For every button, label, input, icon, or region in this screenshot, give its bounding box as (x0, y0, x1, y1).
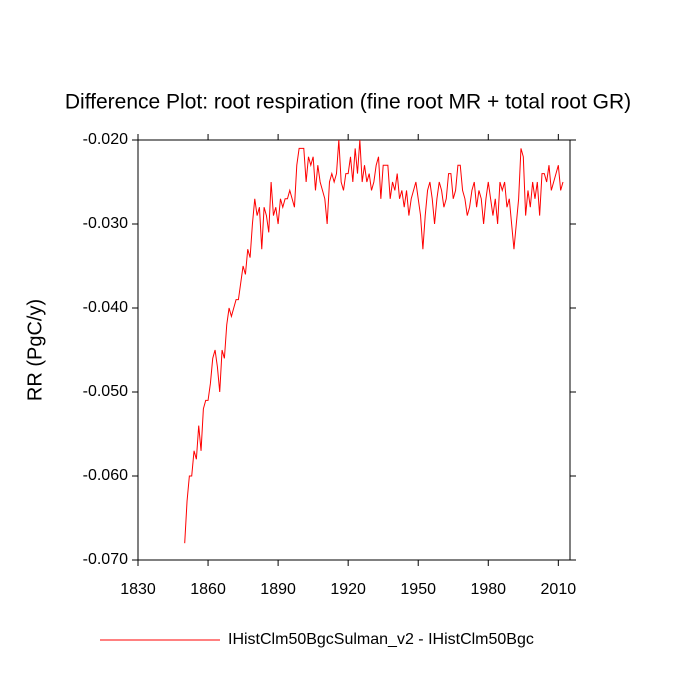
y-tick-label: -0.040 (83, 299, 128, 316)
legend-label: IHistClm50BgcSulman_v2 - IHistClm50Bgc (228, 631, 534, 648)
x-tick-label: 2010 (541, 581, 577, 598)
chart-title: Difference Plot: root respiration (fine … (65, 91, 631, 114)
y-tick-label: -0.030 (83, 215, 128, 232)
plot-frame (137, 139, 571, 561)
data-line (184, 139, 564, 544)
y-tick-label: -0.060 (83, 467, 128, 484)
x-tick-label: 1980 (470, 581, 506, 598)
x-tick-label: 1890 (260, 581, 296, 598)
x-tick-label: 1920 (330, 581, 366, 598)
x-tick-label: 1830 (120, 581, 156, 598)
x-tick-label: 1950 (400, 581, 436, 598)
x-tick-label: 1860 (190, 581, 226, 598)
y-axis-label: RR (PgC/y) (24, 299, 46, 401)
y-tick-label: -0.070 (83, 551, 128, 568)
y-tick-label: -0.020 (83, 131, 128, 148)
y-tick-label: -0.050 (83, 383, 128, 400)
